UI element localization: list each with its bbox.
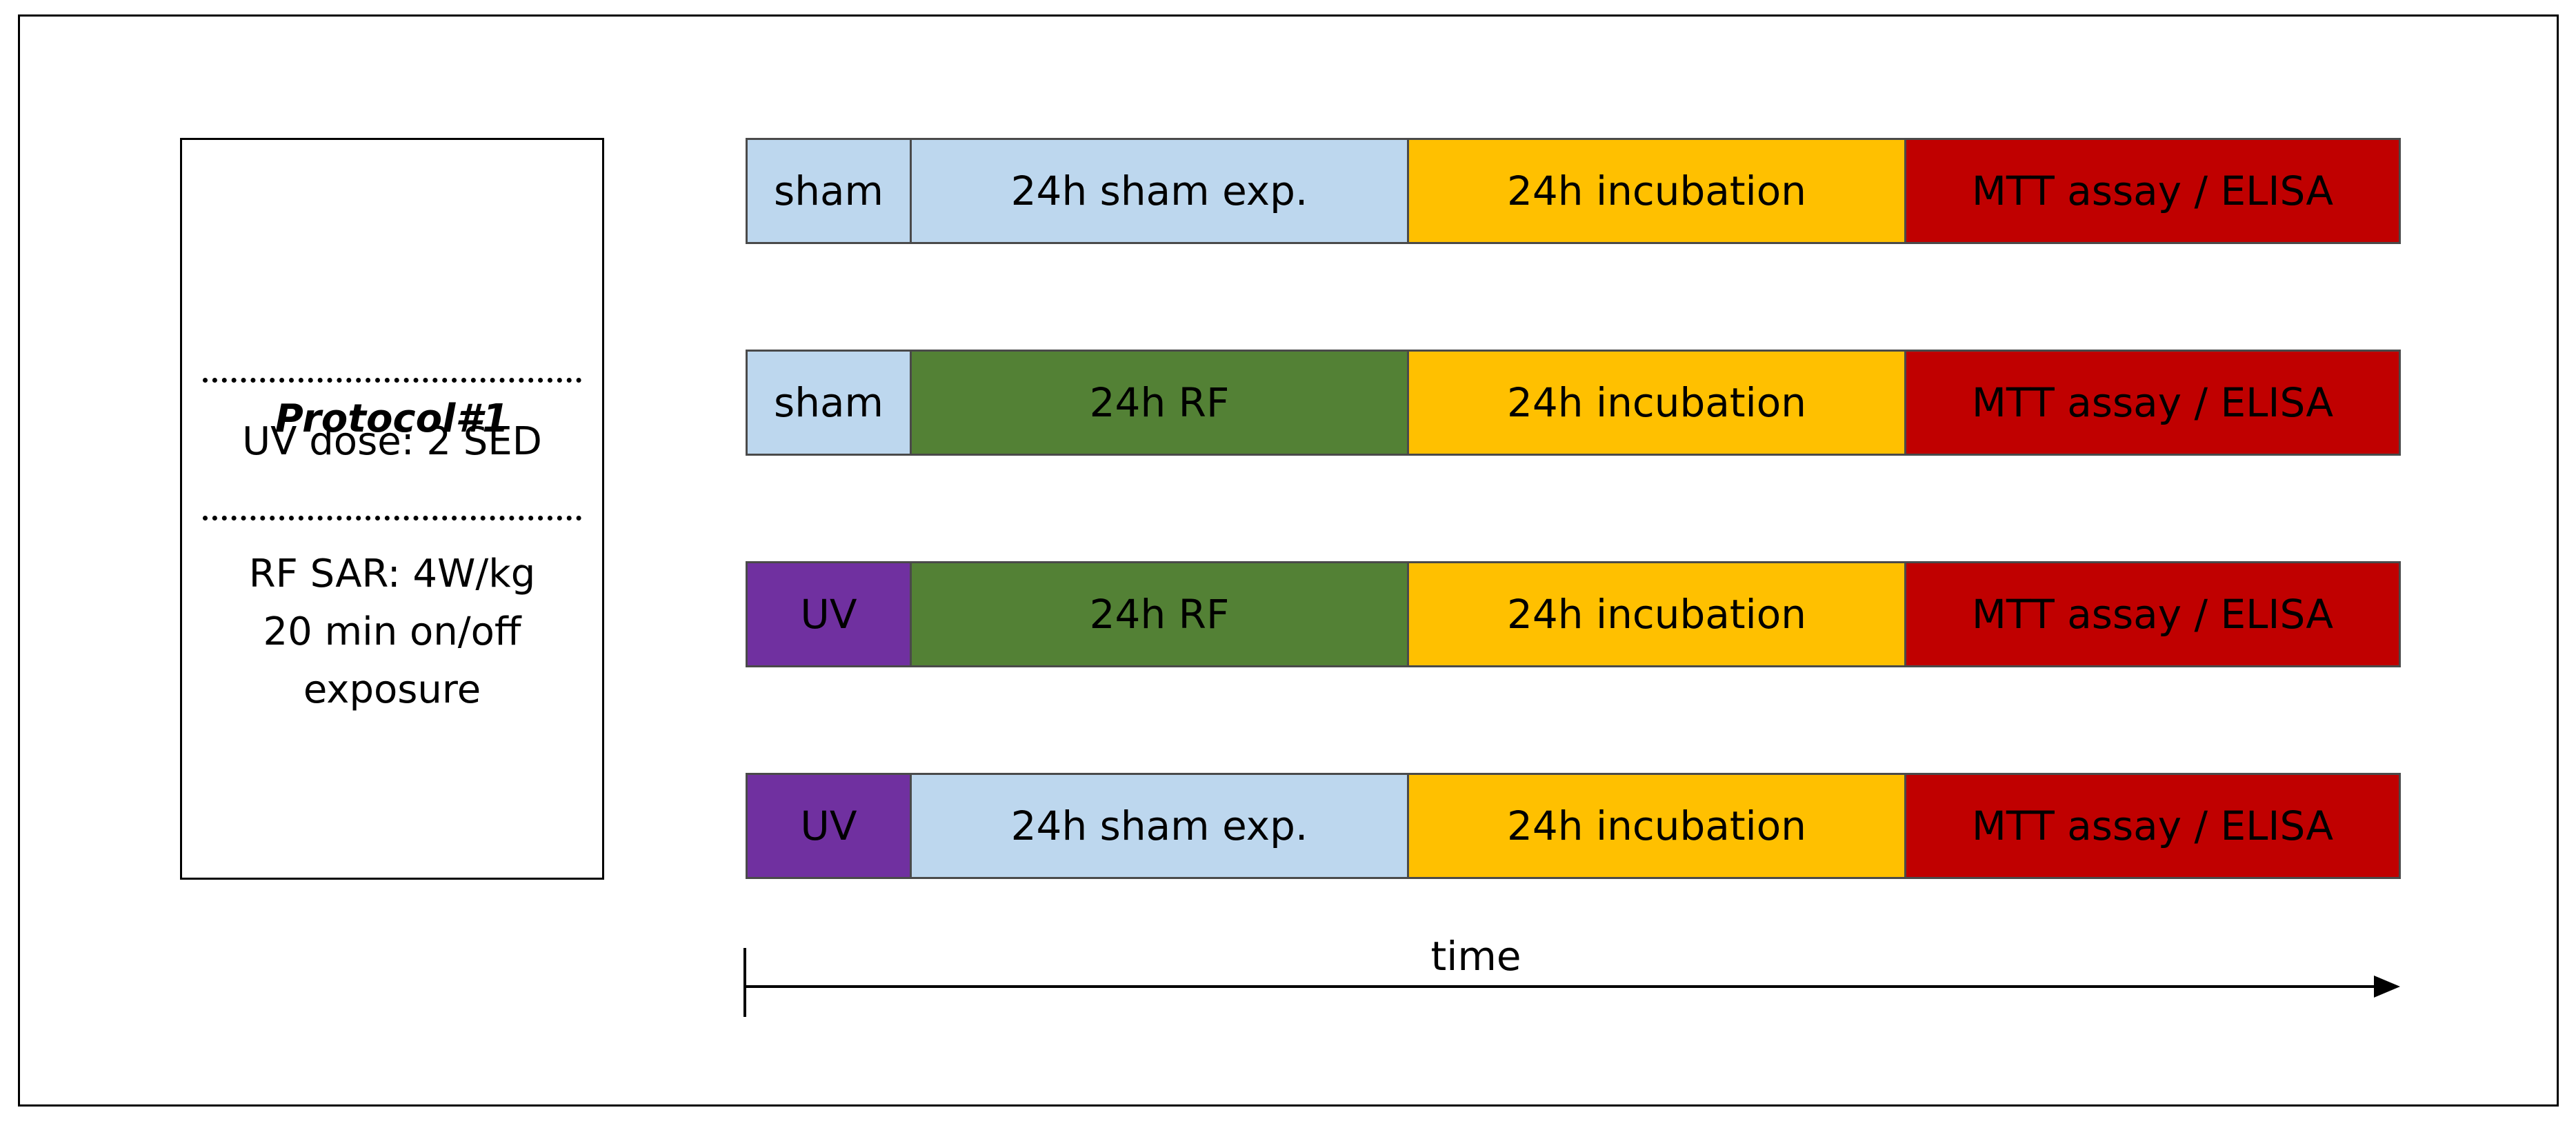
protocol-dose-divider: [203, 516, 581, 521]
row-1-incubation-cell: 24h incubation: [1407, 138, 1906, 244]
row-2-exposure-cell: 24h RF: [910, 350, 1409, 456]
row-3-assay-label: MTT assay / ELISA: [1971, 591, 2334, 638]
row-4-incubation-label: 24h incubation: [1507, 802, 1806, 849]
row-2-assay-label: MTT assay / ELISA: [1971, 379, 2334, 426]
row-3-assay-cell: MTT assay / ELISA: [1904, 561, 2401, 667]
row-1-incubation-label: 24h incubation: [1507, 168, 1806, 214]
protocol-title: Protocol#1: [274, 396, 510, 441]
protocol-box: Protocol#1 UV dose: 2 SED RF SAR: 4W/kg …: [180, 138, 604, 880]
protocol-row-4: UV 24h sham exp. 24h incubation MTT assa…: [746, 773, 2401, 879]
row-4-exposure-label: 24h sham exp.: [1010, 802, 1308, 849]
protocol-title-underline: [203, 378, 581, 383]
rf-exposure-text: exposure: [303, 667, 481, 712]
time-axis-arrowhead: [2374, 976, 2400, 998]
row-4-pretreatment-cell: UV: [746, 773, 912, 879]
row-2-pretreatment-cell: sham: [746, 350, 912, 456]
rf-cycle-text: 20 min on/off: [263, 609, 521, 654]
row-4-exposure-cell: 24h sham exp.: [910, 773, 1409, 879]
rf-sar-text: RF SAR: 4W/kg: [248, 552, 536, 596]
time-axis-arrow: [743, 948, 2400, 1017]
row-1-pretreatment-label: sham: [773, 168, 884, 214]
row-2-pretreatment-label: sham: [773, 379, 884, 426]
row-3-exposure-label: 24h RF: [1089, 591, 1230, 638]
row-2-incubation-cell: 24h incubation: [1407, 350, 1906, 456]
protocol-row-1: sham 24h sham exp. 24h incubation MTT as…: [746, 138, 2401, 244]
row-3-pretreatment-label: UV: [800, 591, 857, 638]
row-1-pretreatment-cell: sham: [746, 138, 912, 244]
row-4-assay-label: MTT assay / ELISA: [1971, 802, 2334, 849]
row-4-incubation-cell: 24h incubation: [1407, 773, 1906, 879]
row-3-exposure-cell: 24h RF: [910, 561, 1409, 667]
protocol-row-3: UV 24h RF 24h incubation MTT assay / ELI…: [746, 561, 2401, 667]
row-4-pretreatment-label: UV: [800, 802, 857, 849]
protocol-row-2: sham 24h RF 24h incubation MTT assay / E…: [746, 350, 2401, 456]
row-1-exposure-cell: 24h sham exp.: [910, 138, 1409, 244]
row-2-incubation-label: 24h incubation: [1507, 379, 1806, 426]
row-1-exposure-label: 24h sham exp.: [1010, 168, 1308, 214]
row-2-assay-cell: MTT assay / ELISA: [1904, 350, 2401, 456]
row-4-assay-cell: MTT assay / ELISA: [1904, 773, 2401, 879]
row-2-exposure-label: 24h RF: [1089, 379, 1230, 426]
row-3-pretreatment-cell: UV: [746, 561, 912, 667]
row-1-assay-cell: MTT assay / ELISA: [1904, 138, 2401, 244]
row-3-incubation-label: 24h incubation: [1507, 591, 1806, 638]
time-axis-label: time: [1430, 933, 1521, 980]
row-3-incubation-cell: 24h incubation: [1407, 561, 1906, 667]
uv-dose-text: UV dose: 2 SED: [242, 419, 542, 464]
row-1-assay-label: MTT assay / ELISA: [1971, 168, 2334, 214]
